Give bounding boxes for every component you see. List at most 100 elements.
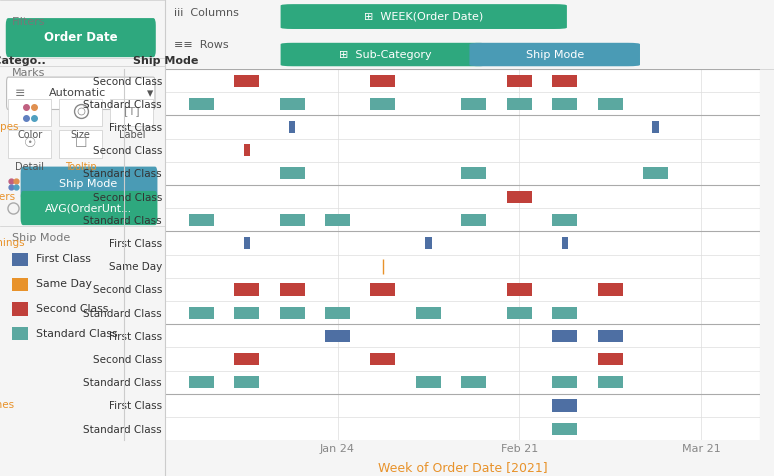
- Text: ≡≡  Rows: ≡≡ Rows: [174, 40, 228, 50]
- Bar: [461, 98, 486, 110]
- Bar: [552, 75, 577, 87]
- Bar: [189, 98, 214, 110]
- Text: Second Class: Second Class: [36, 304, 108, 314]
- Bar: [235, 353, 259, 365]
- Bar: [598, 353, 622, 365]
- Bar: [461, 168, 486, 179]
- Bar: [416, 307, 441, 319]
- Bar: [371, 75, 396, 87]
- Bar: [461, 376, 486, 388]
- Bar: [235, 307, 259, 319]
- Text: Ship Mode: Ship Mode: [526, 50, 584, 60]
- Bar: [244, 237, 250, 249]
- Bar: [289, 121, 295, 133]
- Bar: [598, 98, 622, 110]
- Bar: [235, 376, 259, 388]
- Text: Marks: Marks: [12, 68, 45, 78]
- FancyBboxPatch shape: [469, 43, 640, 66]
- Bar: [279, 98, 305, 110]
- Text: Order Date: Order Date: [44, 31, 118, 44]
- Bar: [189, 214, 214, 226]
- Bar: [189, 307, 214, 319]
- Bar: [507, 98, 532, 110]
- Bar: [235, 75, 259, 87]
- Text: Size: Size: [71, 130, 91, 140]
- Bar: [652, 121, 659, 133]
- Text: Machines: Machines: [0, 400, 14, 410]
- Text: Standard Class: Standard Class: [36, 328, 118, 339]
- Text: ▾: ▾: [147, 87, 153, 100]
- Bar: [507, 190, 532, 203]
- FancyBboxPatch shape: [281, 43, 488, 66]
- Bar: [189, 376, 214, 388]
- Text: ≡: ≡: [15, 87, 25, 100]
- Text: Sub-Catego..: Sub-Catego..: [0, 56, 46, 66]
- Text: iii  Columns: iii Columns: [174, 8, 239, 18]
- Text: ⊞  WEEK(Order Date): ⊞ WEEK(Order Date): [364, 11, 484, 21]
- Bar: [425, 237, 432, 249]
- Bar: [244, 144, 250, 156]
- Bar: [12, 327, 28, 340]
- Bar: [507, 75, 532, 87]
- FancyBboxPatch shape: [9, 99, 51, 126]
- Bar: [279, 214, 305, 226]
- Text: Envelopes: Envelopes: [0, 122, 19, 132]
- FancyBboxPatch shape: [60, 99, 102, 126]
- X-axis label: Week of Order Date [2021]: Week of Order Date [2021]: [378, 461, 547, 475]
- Text: Ship Mode: Ship Mode: [12, 233, 70, 243]
- Text: Fasteners: Fasteners: [0, 192, 15, 202]
- Bar: [562, 237, 568, 249]
- Text: Tooltip: Tooltip: [65, 162, 97, 172]
- FancyBboxPatch shape: [281, 4, 567, 29]
- Bar: [552, 376, 577, 388]
- Bar: [279, 307, 305, 319]
- Bar: [598, 283, 622, 296]
- Text: Label: Label: [118, 130, 146, 140]
- Text: [T]: [T]: [124, 106, 139, 117]
- Bar: [279, 168, 305, 179]
- Bar: [325, 307, 350, 319]
- Text: ⊞  Sub-Category: ⊞ Sub-Category: [339, 50, 432, 60]
- FancyBboxPatch shape: [21, 167, 157, 201]
- Bar: [12, 278, 28, 291]
- Bar: [371, 283, 396, 296]
- Bar: [598, 376, 622, 388]
- Bar: [507, 307, 532, 319]
- Bar: [12, 302, 28, 316]
- Bar: [552, 330, 577, 342]
- Bar: [598, 330, 622, 342]
- Text: Filters: Filters: [12, 17, 45, 27]
- Text: Detail: Detail: [15, 162, 44, 172]
- Bar: [552, 307, 577, 319]
- FancyBboxPatch shape: [21, 191, 157, 225]
- Bar: [552, 423, 577, 435]
- FancyBboxPatch shape: [60, 130, 102, 158]
- Text: ☐: ☐: [74, 136, 87, 150]
- FancyBboxPatch shape: [111, 99, 153, 126]
- Bar: [235, 283, 259, 296]
- Bar: [371, 353, 396, 365]
- Text: Ship Mode: Ship Mode: [133, 56, 198, 66]
- Bar: [371, 98, 396, 110]
- Text: First Class: First Class: [36, 254, 91, 265]
- Text: Color: Color: [17, 130, 43, 140]
- FancyBboxPatch shape: [5, 18, 156, 57]
- Text: Furnishings: Furnishings: [0, 238, 25, 248]
- Bar: [325, 214, 350, 226]
- Text: Automatic: Automatic: [49, 88, 106, 99]
- Bar: [416, 376, 441, 388]
- Text: Ship Mode: Ship Mode: [59, 178, 118, 189]
- Bar: [279, 283, 305, 296]
- Bar: [552, 98, 577, 110]
- Bar: [325, 330, 350, 342]
- Bar: [552, 214, 577, 226]
- FancyBboxPatch shape: [7, 77, 155, 109]
- Bar: [643, 168, 668, 179]
- Bar: [552, 399, 577, 412]
- Text: AVG(OrderUnt...: AVG(OrderUnt...: [45, 203, 132, 213]
- Bar: [507, 283, 532, 296]
- Text: ☉: ☉: [23, 136, 36, 150]
- Text: Same Day: Same Day: [36, 279, 92, 289]
- FancyBboxPatch shape: [9, 130, 51, 158]
- Bar: [12, 253, 28, 266]
